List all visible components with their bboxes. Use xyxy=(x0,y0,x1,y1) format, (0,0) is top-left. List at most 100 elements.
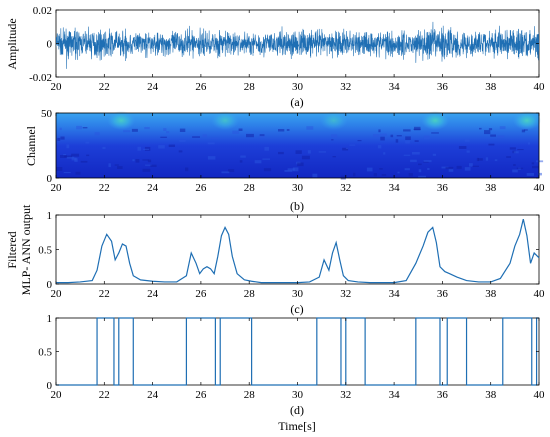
x-tick-label: 22 xyxy=(99,389,110,401)
heatmap-cell xyxy=(228,169,235,172)
heatmap-cell xyxy=(377,145,382,149)
x-tick-label: 26 xyxy=(195,288,207,300)
heatmap-cell xyxy=(423,160,432,163)
heatmap-cell xyxy=(131,128,138,132)
x-tick-label: 22 xyxy=(99,81,110,93)
heatmap-cell xyxy=(192,136,200,138)
heatmap-cell xyxy=(527,142,531,145)
heatmap-cell xyxy=(143,148,150,150)
heatmap-cell xyxy=(403,154,411,156)
heatmap-cell xyxy=(137,146,141,151)
heatmap-cell xyxy=(278,151,284,155)
heatmap-cell xyxy=(262,158,270,160)
heatmap-cell xyxy=(211,137,219,139)
panel-d-yticks: 00.51 xyxy=(38,313,539,392)
heatmap-cell xyxy=(102,146,106,150)
heatmap-cell xyxy=(366,167,373,172)
heatmap-cell xyxy=(82,127,88,129)
heatmap-cell xyxy=(535,160,544,163)
panel-a: 20 22 24 26 28 30 32 34 36 38 40 -0.02 0 0.02 Amplit… xyxy=(5,5,545,109)
heatmap-cell xyxy=(179,139,186,142)
x-tick-label: 28 xyxy=(244,182,256,194)
heatmap-cell xyxy=(412,152,420,155)
heatmap-cell xyxy=(478,158,483,161)
heatmap-cell xyxy=(94,132,100,136)
heatmap-cell xyxy=(312,173,318,178)
heatmap-cell xyxy=(485,157,489,161)
x-tick-label: 40 xyxy=(534,389,546,401)
heatmap-cell xyxy=(357,140,362,142)
heatmap-cell xyxy=(331,139,334,141)
y-tick-label: 0.5 xyxy=(38,245,52,257)
heatmap-cell xyxy=(340,175,346,180)
heatmap-cell xyxy=(142,159,149,161)
heatmap-cell xyxy=(284,170,293,172)
heatmap-cell xyxy=(258,135,266,139)
heatmap-cell xyxy=(63,172,71,174)
heatmap-cell xyxy=(207,156,216,160)
heatmap-cell xyxy=(332,156,336,158)
x-tick-label: 38 xyxy=(485,288,497,300)
heatmap-cell xyxy=(264,146,269,151)
heatmap-cell xyxy=(254,160,262,164)
y-tick-label: -0.02 xyxy=(29,72,52,84)
heatmap-cell xyxy=(458,146,467,149)
x-tick-label: 30 xyxy=(292,81,304,93)
x-tick-label: 36 xyxy=(437,389,449,401)
x-tick-label: 22 xyxy=(99,182,110,194)
heatmap-cell xyxy=(331,134,338,138)
x-tick-label: 32 xyxy=(340,182,351,194)
heatmap-cell xyxy=(207,142,215,145)
heatmap-cell xyxy=(423,135,430,140)
heatmap-cell xyxy=(512,169,518,173)
heatmap-cell xyxy=(509,147,516,150)
heatmap-cell xyxy=(484,130,491,135)
heatmap-cell xyxy=(240,155,246,158)
heatmap-cell xyxy=(408,173,413,177)
heatmap-cell xyxy=(396,135,402,137)
heatmap-hotspot xyxy=(512,111,541,130)
heatmap-cell xyxy=(307,150,311,154)
panel-a-label: (a) xyxy=(290,95,303,109)
heatmap-cell xyxy=(117,166,123,169)
heatmap-cell xyxy=(513,164,516,166)
heatmap-cell xyxy=(306,126,314,130)
heatmap-cell xyxy=(166,131,170,134)
heatmap-hotspot xyxy=(107,111,136,130)
x-tick-label: 30 xyxy=(292,389,304,401)
heatmap-cell xyxy=(418,175,426,178)
heatmap-cell xyxy=(60,155,67,158)
x-tick-label: 40 xyxy=(534,81,546,93)
heatmap-cell xyxy=(232,130,240,134)
heatmap-cell xyxy=(410,159,417,163)
panel-b-yticks: 0 50 xyxy=(41,108,539,185)
heatmap-cell xyxy=(532,165,539,169)
heatmap-cell xyxy=(380,136,385,141)
x-tick-label: 34 xyxy=(389,288,401,300)
heatmap-cell xyxy=(488,143,495,146)
heatmap-cell xyxy=(378,129,381,133)
heatmap-cell xyxy=(239,160,243,163)
x-tick-label: 38 xyxy=(485,389,497,401)
heatmap-cell xyxy=(383,152,386,155)
x-tick-label: 28 xyxy=(244,389,256,401)
heatmap-cell xyxy=(66,144,70,149)
x-tick-label: 40 xyxy=(534,182,546,194)
heatmap-cell xyxy=(221,171,230,174)
heatmap-cell xyxy=(456,165,462,169)
x-tick-label: 36 xyxy=(437,182,449,194)
panel-d-xticks: 20 22 24 26 28 30 32 34 36 38 40 xyxy=(51,318,546,401)
panel-c-xticks: 20 22 24 26 28 30 32 34 36 38 40 xyxy=(51,215,545,300)
heatmap-cell xyxy=(108,163,111,168)
heatmap-cell xyxy=(160,136,167,138)
heatmap-cell xyxy=(147,159,152,163)
x-tick-label: 34 xyxy=(389,81,401,93)
heatmap-cell xyxy=(373,134,380,138)
heatmap-cell xyxy=(395,139,399,143)
heatmap-cell xyxy=(56,167,63,171)
x-tick-label: 32 xyxy=(340,389,351,401)
x-tick-label: 26 xyxy=(195,389,207,401)
heatmap-cell xyxy=(259,134,265,137)
heatmap-cell xyxy=(464,139,470,142)
panel-a-yticks: -0.02 0 0.02 xyxy=(29,5,539,84)
